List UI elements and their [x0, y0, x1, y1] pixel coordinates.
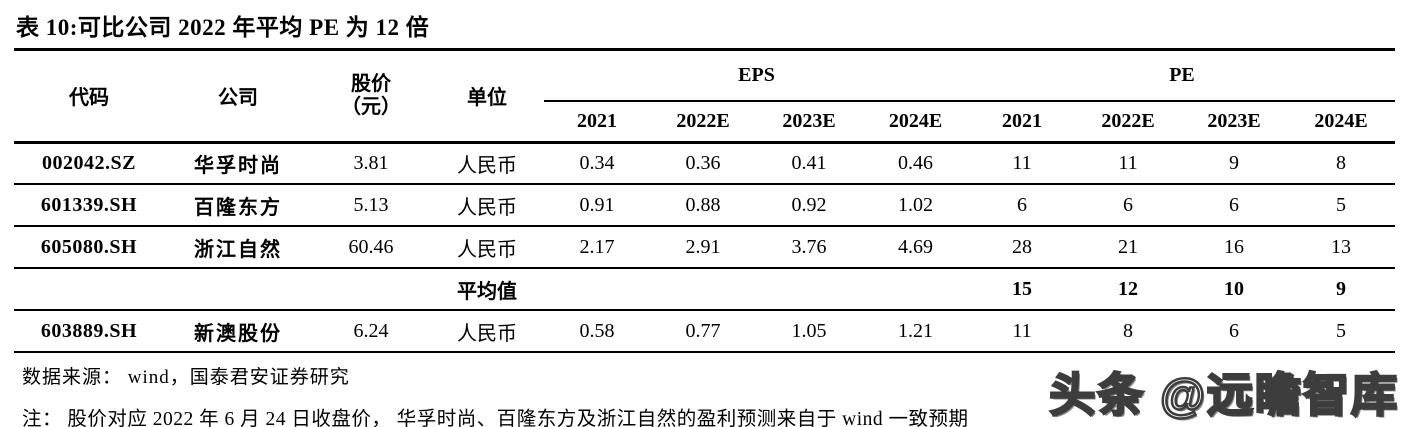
eps-year-2022e: 2022E — [650, 101, 756, 144]
cell-unit: 人民币 — [457, 196, 517, 219]
cell-eps-2021: 0.34 — [579, 151, 615, 174]
col-header-price-line2: （元） — [341, 95, 401, 118]
cell-eps-2021 — [544, 268, 650, 310]
cell-eps-2024e: 1.21 — [898, 319, 933, 342]
cell-unit: 人民币 — [457, 238, 517, 261]
cell-eps-2021: 0.58 — [579, 319, 615, 342]
cell-eps-2022e — [650, 268, 756, 310]
data-source-note: 数据来源： wind，国泰君安证券研究 — [22, 367, 350, 388]
cell-company — [164, 268, 312, 310]
table-row-zhejiang: 605080.SH 浙江自然 60.46 人民币 2.17 2.91 3.76 … — [14, 226, 1395, 268]
cell-pe-2023e: 10 — [1224, 277, 1244, 300]
cell-company: 百隆东方 — [194, 196, 282, 219]
cell-eps-2022e: 0.77 — [685, 319, 721, 342]
cell-price: 6.24 — [353, 319, 389, 342]
cell-eps-2021: 2.17 — [579, 235, 615, 258]
col-header-price-line1: 股价 — [351, 72, 391, 95]
cell-pe-2022e: 11 — [1118, 151, 1138, 174]
average-label: 平均值 — [457, 280, 517, 303]
group-header-pe: PE — [969, 51, 1395, 102]
col-header-company: 公司 — [218, 87, 258, 110]
cell-pe-2024e: 13 — [1331, 235, 1351, 258]
group-header-eps: EPS — [544, 51, 969, 102]
cell-pe-2022e: 12 — [1118, 277, 1138, 300]
cell-eps-2023e: 1.05 — [791, 319, 827, 342]
cell-pe-2021: 6 — [1017, 193, 1027, 216]
cell-pe-2021: 15 — [1012, 277, 1032, 300]
cell-eps-2023e: 0.41 — [791, 151, 827, 174]
cell-eps-2024e: 4.69 — [898, 235, 933, 258]
cell-price: 3.81 — [353, 151, 389, 174]
table-row-xinao: 603889.SH 新澳股份 6.24 人民币 0.58 0.77 1.05 1… — [14, 310, 1395, 352]
table-footnotes: 数据来源： wind，国泰君安证券研究 注： 股价对应 2022 年 6 月 2… — [14, 353, 1395, 427]
col-header-price: 股价 （元） — [312, 51, 430, 142]
cell-pe-2021: 11 — [1012, 151, 1032, 174]
cell-eps-2022e: 0.36 — [685, 151, 721, 174]
pe-year-2024e: 2024E — [1287, 101, 1395, 144]
cell-eps-2023e — [756, 268, 862, 310]
cell-code: 605080.SH — [40, 235, 138, 258]
remark-note: 注： 股价对应 2022 年 6 月 24 日收盘价， 华孚时尚、百隆东方及浙江… — [22, 409, 969, 427]
pe-year-2023e: 2023E — [1181, 101, 1287, 144]
cell-pe-2021: 11 — [1012, 319, 1032, 342]
cell-pe-2022e: 21 — [1118, 235, 1138, 258]
pe-year-2021: 2021 — [969, 101, 1075, 144]
cell-company: 浙江自然 — [194, 238, 282, 261]
cell-eps-2023e: 0.92 — [791, 193, 827, 216]
cell-eps-2022e: 2.91 — [685, 235, 721, 258]
cell-pe-2023e: 6 — [1229, 193, 1239, 216]
cell-price — [312, 268, 430, 310]
cell-pe-2022e: 6 — [1123, 193, 1133, 216]
cell-eps-2022e: 0.88 — [685, 193, 721, 216]
cell-pe-2024e: 5 — [1336, 319, 1346, 342]
pe-year-2022e: 2022E — [1075, 101, 1181, 144]
cell-pe-2021: 28 — [1012, 235, 1032, 258]
cell-code: 002042.SZ — [42, 151, 136, 174]
cell-code: 603889.SH — [40, 319, 138, 342]
cell-pe-2023e: 6 — [1229, 319, 1239, 342]
cell-pe-2022e: 8 — [1123, 319, 1133, 342]
cell-company: 华孚时尚 — [194, 154, 282, 177]
cell-price: 60.46 — [348, 235, 394, 258]
watermark-toutiao-yuanzhan: 头条 @远瞻智库 — [1048, 368, 1399, 423]
cell-pe-2023e: 9 — [1229, 151, 1239, 174]
comparable-companies-table: 代码 公司 股价 （元） 单位 EPS PE 2021 2022E 2023E … — [14, 51, 1395, 353]
cell-pe-2023e: 16 — [1224, 235, 1244, 258]
cell-code: 601339.SH — [40, 193, 138, 216]
col-header-code: 代码 — [69, 87, 109, 110]
eps-year-2024e: 2024E — [862, 101, 969, 144]
cell-eps-2023e: 3.76 — [791, 235, 827, 258]
cell-price: 5.13 — [353, 193, 389, 216]
cell-pe-2024e: 9 — [1336, 277, 1346, 300]
cell-eps-2024e — [862, 268, 969, 310]
cell-eps-2024e: 1.02 — [898, 193, 933, 216]
table-row-bailong: 601339.SH 百隆东方 5.13 人民币 0.91 0.88 0.92 1… — [14, 184, 1395, 226]
eps-year-2021: 2021 — [544, 101, 650, 144]
cell-unit: 人民币 — [457, 154, 517, 177]
cell-company: 新澳股份 — [194, 322, 282, 345]
cell-code — [14, 268, 164, 310]
table-row-average: 平均值 15 12 10 9 — [14, 268, 1395, 310]
table-title: 表 10:可比公司 2022 年平均 PE 为 12 倍 — [14, 6, 1395, 51]
cell-eps-2024e: 0.46 — [898, 151, 933, 174]
cell-eps-2021: 0.91 — [579, 193, 615, 216]
col-header-unit: 单位 — [467, 87, 507, 110]
cell-pe-2024e: 8 — [1336, 151, 1346, 174]
table-row-huafu: 002042.SZ 华孚时尚 3.81 人民币 0.34 0.36 0.41 0… — [14, 142, 1395, 184]
cell-pe-2024e: 5 — [1336, 193, 1346, 216]
eps-year-2023e: 2023E — [756, 101, 862, 144]
cell-unit: 人民币 — [457, 322, 517, 345]
